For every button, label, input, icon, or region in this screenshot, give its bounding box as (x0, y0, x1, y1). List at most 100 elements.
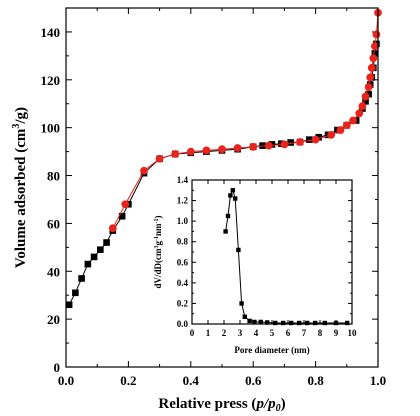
inset-x-tick-label: 4 (254, 328, 259, 338)
main-series-2-point (311, 135, 320, 144)
main-x-tick-label: 0.2 (120, 373, 136, 388)
main-series-2-point (155, 154, 164, 163)
inset-series-1-point (228, 193, 233, 198)
main-series-1-point (84, 260, 92, 268)
inset-series-1-point (247, 318, 252, 324)
main-series-2-point (364, 83, 373, 91)
main-y-tick-label: 40 (47, 264, 60, 279)
inset-x-tick-label: 3 (238, 328, 243, 338)
x-axis-label-part-1: Relative press ( (158, 396, 256, 412)
inset-x-tick-label: 2 (222, 328, 227, 338)
inset-x-tick-label: 6 (286, 328, 291, 338)
main-series-1-point (371, 50, 379, 57)
inset-x-axis-label: Pore diameter (nm) (234, 345, 309, 355)
inset-y-axis-label-part-3: g (153, 241, 163, 246)
main-series-1-point (90, 253, 98, 261)
inset-y-tick-label: 0.8 (177, 237, 189, 247)
main-series-2-point (366, 73, 375, 82)
main-series-1-point (103, 239, 110, 246)
inset-y-tick-label: 1.2 (177, 196, 189, 206)
inset-series-1-point (289, 320, 294, 326)
inset-y-axis-label-sup-1: 3 (154, 246, 160, 249)
inset-x-tick-label: 1 (206, 328, 211, 338)
main-series-2-point (358, 102, 367, 111)
main-y-tick-label: 0 (54, 360, 61, 375)
inset-series-1-point (281, 320, 286, 326)
main-series-2-point (280, 140, 289, 149)
inset-x-tick-label: 9 (334, 328, 339, 338)
inset-series-1-point (313, 320, 318, 326)
main-series-2-point (202, 146, 211, 155)
main-y-tick-label: 80 (47, 169, 60, 184)
main-series-1-point (362, 98, 369, 105)
main-series-2-point (367, 63, 376, 72)
main-series-2-point (108, 224, 117, 233)
main-x-tick-label: 0.0 (58, 373, 74, 388)
main-y-tick-label: 120 (41, 73, 61, 88)
main-series-2-point (140, 166, 148, 175)
inset-series-1-point (242, 314, 247, 319)
inset-series-1-point (322, 320, 327, 326)
inset-y-axis-label-part-7: ) (153, 215, 163, 218)
main-series-2-point (264, 141, 273, 150)
main-x-tick-label: 0.8 (307, 373, 324, 388)
inset-y-tick-label: 1.0 (177, 216, 189, 226)
inset-x-tick-label: 8 (318, 328, 323, 338)
inset-series-1-point (345, 320, 350, 326)
inset-background (192, 180, 352, 324)
main-series-2-point (372, 30, 381, 39)
inset-x-tick-label: 10 (348, 328, 358, 338)
main-x-tick-label: 1.0 (370, 373, 386, 388)
main-x-tick-label: 0.6 (245, 373, 262, 388)
inset-x-tick-label: 5 (270, 328, 275, 338)
inset-series-1-point (273, 320, 278, 326)
x-axis-label-part-2: p/p (254, 396, 276, 412)
main-y-tick-label: 100 (41, 121, 61, 136)
main-y-tick-label: 20 (47, 312, 60, 327)
main-series-1-point (315, 133, 323, 141)
main-series-2-point (249, 142, 258, 151)
inset-series-1-point (233, 196, 238, 201)
inset-series-1-point (265, 320, 270, 325)
main-plot-frame (65, 7, 379, 368)
main-series-1-point (306, 136, 313, 143)
inset-series-1-point (333, 320, 339, 326)
inset-y-tick-label: 0.0 (177, 319, 189, 329)
inset-x-tick-label: 7 (302, 328, 307, 338)
inset-series-1-point (305, 320, 310, 326)
inset-series-1-point (252, 319, 257, 325)
inset-series-1-point (258, 319, 263, 325)
inset-y-tick-label: 0.4 (177, 278, 189, 288)
main-series-2-point (342, 121, 351, 130)
x-axis-label-part-4: ) (281, 396, 286, 412)
y-axis-label: Volume adsorbed (cm3/g) (11, 107, 29, 268)
main-series-2-point (296, 138, 304, 146)
main-series-2-point (349, 116, 357, 125)
inset-y-axis-label-part-5: nm (153, 223, 163, 236)
y-axis-label-superscript: 3 (11, 124, 22, 129)
main-x-tick-label: 0.4 (183, 373, 200, 388)
inset-series-layer (223, 188, 350, 326)
main-series-2-point (121, 200, 130, 209)
main-y-tick-label: 140 (41, 25, 61, 40)
main-series-2-point (370, 42, 379, 51)
main-y-tick-label: 60 (47, 216, 60, 231)
inset-x-tick-label: 0 (190, 328, 195, 338)
main-series-1-point (97, 246, 104, 254)
main-series-2-line (112, 12, 379, 229)
inset-y-tick-label: 0.6 (177, 257, 189, 267)
main-series-1-point (365, 90, 372, 98)
y-axis-label-part-3: /g) (13, 107, 29, 125)
main-series-2-point (361, 92, 370, 101)
main-series-1-point (72, 289, 79, 297)
inset-y-axis-label-sup-2: -1 (154, 236, 160, 241)
main-series-1-point (65, 301, 73, 309)
main-series-2-point (369, 54, 378, 63)
inset-y-axis-label-part-1: dV/dD(cm (153, 248, 163, 289)
main-series-2-point (171, 150, 180, 158)
main-series-1-point (78, 275, 85, 282)
inset-y-axis-label-sup-3: -1 (154, 218, 160, 223)
inset-plot: 0 1 2 3 4 5 6 7 8 9 10 0.0 0.2 0.4 0.6 0.8 1.0 1.2 1.4 (177, 175, 357, 338)
